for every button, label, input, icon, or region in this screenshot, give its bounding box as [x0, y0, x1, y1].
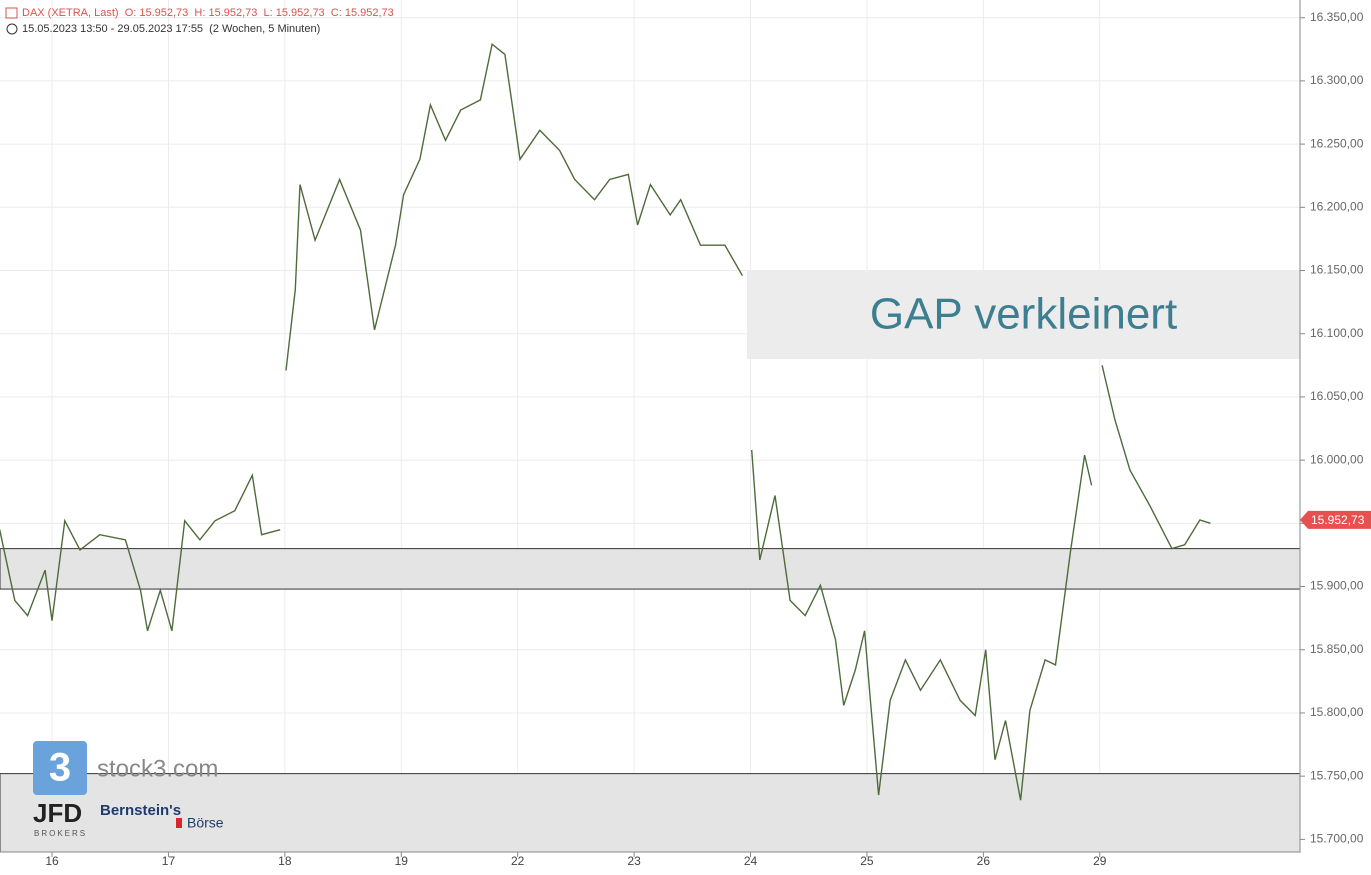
boerse-logo: Börse [187, 815, 224, 831]
boerse-mark [176, 818, 182, 828]
price-line [0, 42, 1211, 801]
y-tick-label: 16.200,00 [1310, 199, 1364, 213]
y-tick-label: 16.150,00 [1310, 263, 1364, 277]
gap-label: GAP verkleinert [870, 289, 1177, 338]
y-tick-label: 16.100,00 [1310, 326, 1364, 340]
last-price-tag [1300, 510, 1371, 529]
zone [0, 548, 1301, 590]
x-tick-label: 26 [977, 854, 991, 868]
y-tick-label: 16.250,00 [1310, 136, 1364, 150]
y-tick-label: 16.000,00 [1310, 452, 1364, 466]
stock3-text: stock3.com [97, 755, 218, 782]
x-tick-label: 24 [744, 854, 758, 868]
jfd-logo: JFD [33, 798, 82, 828]
y-tick-label: 16.050,00 [1310, 389, 1364, 403]
y-tick-label: 15.700,00 [1310, 832, 1364, 846]
zone [0, 773, 1301, 853]
x-tick-label: 16 [45, 854, 59, 868]
gap-box [747, 270, 1300, 360]
title-icon [5, 7, 18, 19]
x-tick-label: 22 [511, 854, 525, 868]
x-tick-label: 18 [278, 854, 292, 868]
y-tick-label: 15.800,00 [1310, 705, 1364, 719]
chart-title: DAX (XETRA, Last) O: 15.952,73 H: 15.952… [22, 7, 394, 19]
x-tick-label: 23 [627, 854, 641, 868]
y-tick-label: 16.350,00 [1310, 10, 1364, 24]
y-tick-label: 16.300,00 [1310, 73, 1364, 87]
y-tick-label: 15.900,00 [1310, 579, 1364, 593]
x-tick-label: 17 [162, 854, 176, 868]
x-tick-label: 29 [1093, 854, 1107, 868]
clock-icon [6, 23, 18, 35]
y-tick-label: 15.850,00 [1310, 642, 1364, 656]
stock3-mark: 3 [49, 746, 71, 790]
last-price-label: 15.952,73 [1311, 513, 1365, 527]
x-tick-label: 25 [860, 854, 874, 868]
jfd-sub: BROKERS [34, 829, 87, 838]
stock3-logo [33, 741, 87, 795]
chart-subtitle: 15.05.2023 13:50 - 29.05.2023 17:55 (2 W… [22, 23, 320, 35]
x-tick-label: 19 [395, 854, 409, 868]
y-tick-label: 15.750,00 [1310, 768, 1364, 782]
bernstein-logo: Bernstein's [100, 802, 181, 819]
